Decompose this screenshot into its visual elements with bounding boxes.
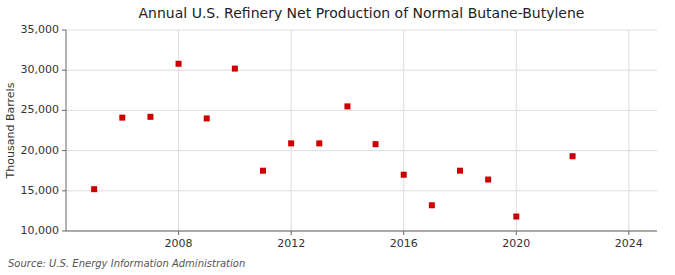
point bbox=[91, 186, 97, 192]
point bbox=[457, 168, 463, 174]
y-tick bbox=[62, 70, 66, 71]
title: Annual U.S. Refinery Net Production of N… bbox=[139, 5, 585, 21]
point bbox=[373, 141, 379, 147]
point bbox=[288, 140, 294, 146]
y-axis-line bbox=[66, 30, 67, 231]
x-tick-label: 2008 bbox=[165, 237, 193, 250]
y-tick-label: 30,000 bbox=[21, 63, 60, 76]
chart-svg: 10,000 15,000 20,000 25,000 30,000 35,000 2008… bbox=[0, 0, 675, 275]
point bbox=[232, 66, 238, 72]
point bbox=[204, 115, 210, 121]
point bbox=[401, 172, 407, 178]
y-tick bbox=[62, 30, 66, 31]
point bbox=[119, 115, 125, 121]
x-grid-line bbox=[516, 30, 517, 231]
y-tick bbox=[62, 110, 66, 111]
x-tick-label: 2020 bbox=[502, 237, 530, 250]
y-tick-label: 35,000 bbox=[21, 23, 60, 36]
point bbox=[316, 140, 322, 146]
point bbox=[147, 114, 153, 120]
y-axis-label: Thousand Barrels bbox=[4, 82, 17, 179]
y-tick-label: 15,000 bbox=[21, 184, 60, 197]
y-grid-line bbox=[66, 30, 657, 31]
y-grid-line bbox=[66, 110, 657, 111]
x-grid-line bbox=[291, 30, 292, 231]
point bbox=[176, 61, 182, 67]
point bbox=[344, 103, 350, 109]
point bbox=[513, 214, 519, 220]
y-tick bbox=[62, 231, 66, 232]
chart-container: 10,000 15,000 20,000 25,000 30,000 35,000 2008… bbox=[0, 0, 675, 275]
y-tick bbox=[62, 150, 66, 151]
x-tick bbox=[291, 231, 292, 235]
y-grid-line bbox=[66, 150, 657, 151]
x-grid-line bbox=[403, 30, 404, 231]
x-tick-label: 2024 bbox=[615, 237, 643, 250]
x-grid-line bbox=[628, 30, 629, 231]
point bbox=[260, 168, 266, 174]
y-tick bbox=[62, 190, 66, 191]
y-grid-line bbox=[66, 70, 657, 71]
x-tick-label: 2016 bbox=[390, 237, 418, 250]
x-axis-line bbox=[66, 231, 657, 232]
point bbox=[485, 177, 491, 183]
y-grid-line bbox=[66, 231, 657, 232]
point bbox=[429, 202, 435, 208]
x-tick bbox=[403, 231, 404, 235]
points bbox=[91, 61, 575, 220]
y-grid-line bbox=[66, 190, 657, 191]
y-tick-label: 25,000 bbox=[21, 103, 60, 116]
x-tick bbox=[516, 231, 517, 235]
grid bbox=[66, 30, 657, 231]
x-grid-line bbox=[178, 30, 179, 231]
x-tick-label: 2012 bbox=[277, 237, 305, 250]
source-note: Source: U.S. Energy Information Administ… bbox=[8, 258, 245, 269]
x-tick bbox=[178, 231, 179, 235]
point bbox=[570, 153, 576, 159]
y-tick-label: 20,000 bbox=[21, 144, 60, 157]
x-tick bbox=[628, 231, 629, 235]
y-tick-label: 10,000 bbox=[21, 224, 60, 237]
